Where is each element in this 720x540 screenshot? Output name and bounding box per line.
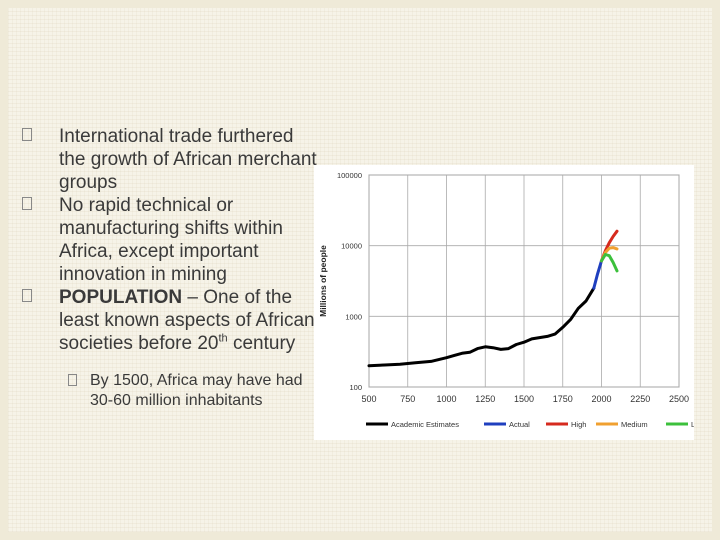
x-tick-label: 1750 bbox=[553, 394, 573, 404]
bullet-marker-icon bbox=[22, 128, 32, 141]
bullet-text: – One of the least known aspects of Afri… bbox=[59, 287, 315, 354]
legend-label: Academic Estimates bbox=[391, 420, 459, 429]
x-tick-label: 500 bbox=[361, 394, 376, 404]
x-tick-label: 1250 bbox=[475, 394, 495, 404]
sub-bullet-marker-icon bbox=[68, 374, 77, 386]
y-tick-label: 100000 bbox=[337, 171, 362, 180]
legend-label: Low bbox=[691, 420, 694, 429]
y-tick-label: 10000 bbox=[341, 242, 362, 251]
y-axis-label: Millions of people bbox=[318, 245, 328, 317]
population-chart: 500 750 1000 1250 1500 1750 2000 2250 2500 100 100… bbox=[314, 165, 705, 440]
x-tick-label: 2000 bbox=[591, 394, 611, 404]
legend-label: Medium bbox=[621, 420, 648, 429]
x-tick-label: 1000 bbox=[436, 394, 456, 404]
bullet-text: International trade furthered the growth… bbox=[59, 126, 317, 193]
bullet-marker-icon bbox=[22, 289, 32, 302]
bullet-item: International trade furthered the growth… bbox=[22, 125, 322, 194]
y-tick-label: 100 bbox=[349, 383, 362, 392]
x-tick-label: 750 bbox=[400, 394, 415, 404]
sub-bullet-text: By 1500, Africa may have had 30-60 milli… bbox=[90, 372, 303, 409]
superscript-text: th bbox=[218, 332, 228, 345]
series-line-academic-estimates bbox=[367, 286, 596, 368]
bullet-item: No rapid technical or manufacturing shif… bbox=[22, 194, 322, 286]
bullet-marker-icon bbox=[22, 197, 32, 210]
legend-label: Actual bbox=[509, 420, 530, 429]
x-tick-label: 1500 bbox=[514, 394, 534, 404]
y-tick-label: 1000 bbox=[345, 312, 362, 321]
bullet-text-end: century bbox=[227, 333, 296, 354]
series-line-low bbox=[600, 253, 619, 273]
bullet-bold-text: POPULATION bbox=[59, 287, 183, 308]
bullet-list: International trade furthered the growth… bbox=[22, 125, 322, 411]
chart-svg: 500 750 1000 1250 1500 1750 2000 2250 2500 100 100… bbox=[318, 171, 705, 429]
legend-label: High bbox=[571, 420, 586, 429]
x-tick-label: 2250 bbox=[630, 394, 650, 404]
bullet-item: POPULATION – One of the least known aspe… bbox=[22, 286, 322, 355]
series-line-actual bbox=[592, 259, 603, 290]
sub-bullet-item: By 1500, Africa may have had 30-60 milli… bbox=[68, 371, 310, 411]
bullet-text: No rapid technical or manufacturing shif… bbox=[59, 195, 283, 285]
x-tick-label: 2500 bbox=[669, 394, 689, 404]
